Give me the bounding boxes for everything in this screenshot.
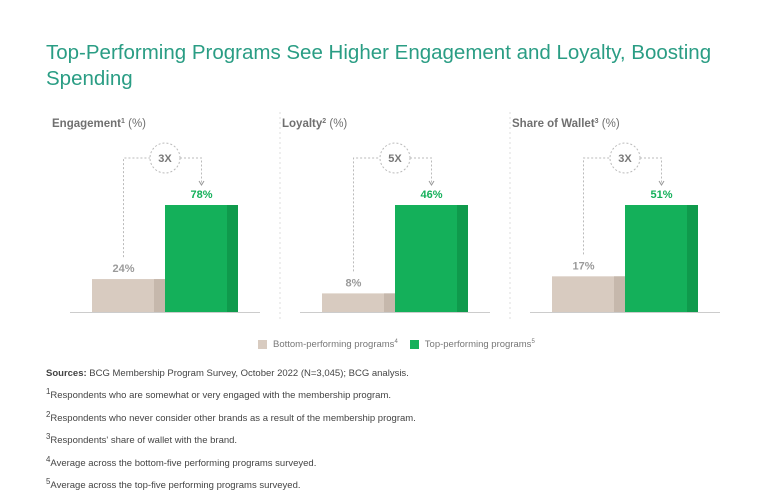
bar-shade [227, 205, 238, 312]
data-label-top: 46% [420, 189, 442, 201]
legend-label-top: Top-performing programs [424, 339, 532, 351]
chart-title: Top-Performing Programs See Higher Engag… [46, 41, 712, 90]
arrow-icon [428, 180, 435, 186]
multiplier-label: 5X [388, 153, 402, 165]
bar-bottom-performing [552, 276, 625, 312]
sources-label: Sources: [46, 368, 87, 379]
footnote-text: Respondents' share of wallet with the br… [50, 435, 238, 447]
footnote-marker: 5 [46, 477, 51, 487]
multiplier-circle [609, 142, 641, 174]
footnote: 1Respondents who are somewhat or very en… [46, 383, 416, 405]
sources-line: Sources: BCG Membership Program Survey, … [46, 365, 416, 383]
footnotes: Sources: BCG Membership Program Survey, … [46, 365, 416, 496]
bar-shade [457, 205, 468, 312]
chart-panel-1: Engagement1 (%) 24% 78% 3X [52, 118, 260, 313]
data-label-bottom: 8% [346, 277, 362, 289]
footnote-marker: 3 [46, 432, 51, 442]
multiplier-circle [149, 142, 181, 174]
connector-line [180, 157, 202, 183]
footnote: 5Average across the top-five performing … [46, 473, 416, 495]
panel-title: Engagement1 (%) [52, 118, 146, 130]
footnote-text: Respondents who never consider other bra… [50, 412, 416, 424]
panel-title: Loyalty2 (%) [282, 118, 347, 130]
panel-title: Share of Wallet3 (%) [512, 118, 620, 130]
bar-bottom-performing [92, 279, 165, 312]
footnote-text: Respondents who are somewhat or very eng… [50, 390, 392, 402]
connector-line [410, 157, 432, 183]
multiplier-label: 3X [618, 153, 632, 165]
data-label-bottom: 24% [112, 263, 134, 275]
data-label-top: 78% [190, 189, 212, 201]
bar-shade [384, 293, 395, 312]
multiplier-label: 3X [158, 153, 172, 165]
chart-panel-3: Share of Wallet3 (%) 17% 51% 3X [512, 118, 720, 313]
legend-sup: 5 [531, 339, 535, 345]
bar-top-performing [395, 205, 468, 312]
footnote: 2Respondents who never consider other br… [46, 406, 416, 428]
chart-panel-2: Loyalty2 (%) 8% 46% 5X [282, 118, 490, 313]
legend-item-top: Top-performing programs5 [409, 339, 535, 351]
footnote-marker: 4 [46, 454, 51, 464]
arrow-icon [658, 180, 665, 186]
bar-charts: Engagement1 (%) 24% 78% 3X Loyalty2 (%) 8% 46%… [52, 112, 720, 322]
multiplier-circle [379, 142, 411, 174]
footnote-text: Average across the top-five performing p… [50, 480, 301, 492]
legend-sup: 4 [394, 339, 398, 345]
legend-item-bottom: Bottom-performing programs4 [258, 339, 398, 350]
bar-shade [154, 279, 165, 312]
arrow-icon [198, 180, 205, 186]
connector-line [353, 157, 380, 272]
bar-top-performing [165, 205, 238, 312]
footnote: 3Respondents' share of wallet with the b… [46, 428, 416, 450]
bar-shade [614, 276, 625, 312]
legend-swatch-top [409, 340, 419, 350]
data-label-top: 51% [650, 189, 672, 201]
bar-shade [687, 205, 698, 312]
footnote-text: Average across the bottom-five performin… [50, 457, 317, 469]
connector-line [640, 157, 662, 183]
connector-line [583, 157, 610, 255]
bar-bottom-performing [322, 293, 395, 312]
legend-swatch-bottom [258, 340, 267, 350]
connector-line [123, 157, 150, 258]
footnote-marker: 1 [46, 387, 51, 397]
legend-label-bottom: Bottom-performing programs [273, 339, 395, 351]
data-label-bottom: 17% [572, 260, 594, 272]
legend: Bottom-performing programs4 Top-performi… [258, 339, 535, 350]
sources-text: BCG Membership Program Survey, October 2… [86, 368, 409, 379]
bar-top-performing [625, 205, 698, 312]
footnote: 4Average across the bottom-five performi… [46, 451, 416, 473]
footnote-marker: 2 [46, 409, 51, 419]
